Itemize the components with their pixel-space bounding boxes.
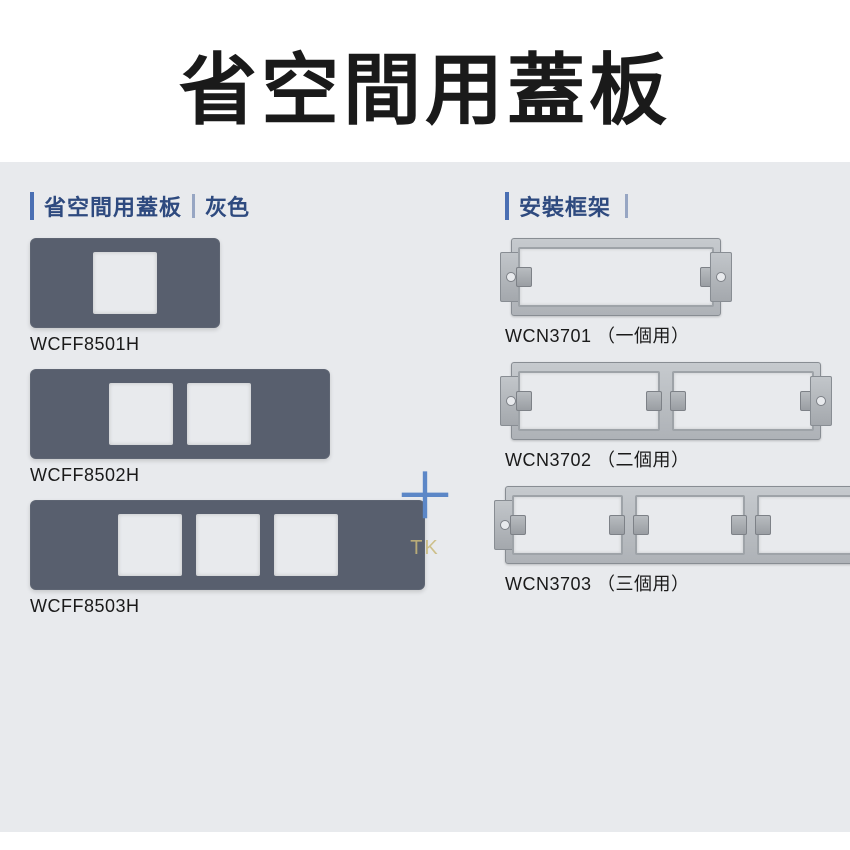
mounting-frame-item: WCN3701 （一個用） — [505, 238, 850, 348]
product-code-label: WCFF8502H — [30, 465, 425, 486]
product-code: WCN3701 — [505, 326, 592, 346]
product-code: WCN3703 — [505, 574, 592, 594]
frame-cell — [672, 371, 814, 431]
product-code-label: WCN3703 （三個用） — [505, 570, 850, 596]
frame-ear-icon — [710, 252, 732, 302]
mounting-frame-item: WCN3702 （二個用） — [505, 362, 850, 472]
plate-window — [196, 514, 260, 576]
cover-plates-title: 省空間用蓋板 — [44, 190, 182, 222]
mounting-frame-graphic — [505, 486, 850, 564]
frame-cell — [757, 495, 850, 555]
frame-cell — [518, 247, 714, 307]
product-code-label: WCN3702 （二個用） — [505, 446, 850, 472]
divider-bar-icon — [625, 194, 628, 218]
plate-window — [109, 383, 173, 445]
product-note: （一個用） — [597, 326, 690, 346]
cover-plate-item: WCFF8503H — [30, 500, 425, 617]
page-title: 省空間用蓋板 — [0, 0, 850, 162]
product-code-label: WCFF8501H — [30, 334, 425, 355]
product-note: （二個用） — [597, 450, 690, 470]
frame-cell — [635, 495, 746, 555]
mounting-frames-header: 安裝框架 — [505, 190, 850, 222]
accent-bar-icon — [30, 192, 34, 220]
divider-bar-icon — [192, 194, 195, 218]
cover-plates-header: 省空間用蓋板 灰色 — [30, 190, 425, 222]
accent-bar-icon — [505, 192, 509, 220]
product-code: WCN3702 — [505, 450, 592, 470]
plate-window — [274, 514, 338, 576]
frame-ear-icon — [810, 376, 832, 426]
cover-plate-graphic — [30, 369, 330, 459]
frame-cell — [512, 495, 623, 555]
cover-plates-subtitle: 灰色 — [205, 190, 249, 222]
mounting-frame-graphic — [511, 362, 821, 440]
plate-window — [187, 383, 251, 445]
product-note: （三個用） — [597, 574, 690, 594]
cover-plates-column: 省空間用蓋板 灰色 WCFF8501H WCFF8502H — [30, 190, 465, 812]
plate-window — [93, 252, 157, 314]
cover-plate-item: WCFF8501H — [30, 238, 425, 355]
cover-plate-item: WCFF8502H — [30, 369, 425, 486]
product-code-label: WCFF8503H — [30, 596, 425, 617]
mounting-frame-graphic — [511, 238, 721, 316]
mounting-frames-title: 安裝框架 — [519, 190, 611, 222]
frame-cell — [518, 371, 660, 431]
plate-window — [118, 514, 182, 576]
mounting-frames-column: 安裝框架 WCN3701 （一個用） — [465, 190, 850, 812]
mounting-frame-item: WCN3703 （三個用） — [505, 486, 850, 596]
cover-plate-graphic — [30, 238, 220, 328]
cover-plate-graphic — [30, 500, 425, 590]
product-code-label: WCN3701 （一個用） — [505, 322, 850, 348]
catalog-panel: ＋ TK 省空間用蓋板 灰色 WCFF8501H WC — [0, 162, 850, 832]
